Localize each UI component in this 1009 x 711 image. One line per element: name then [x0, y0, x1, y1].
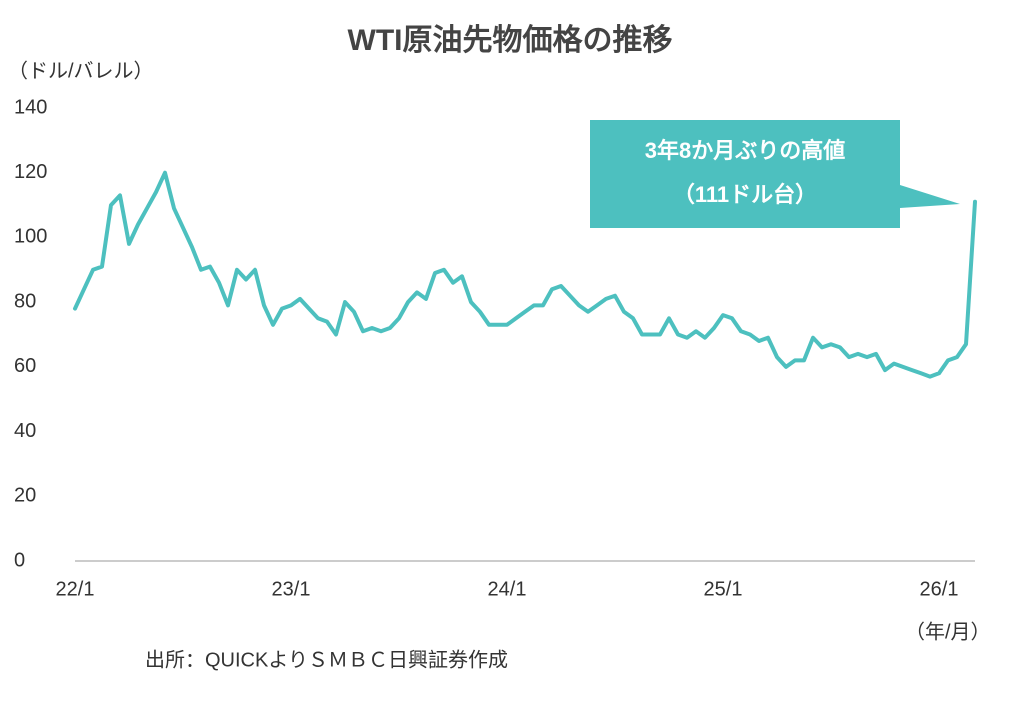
y-tick-label: 100 — [14, 226, 47, 248]
y-axis-label: （ドル/バレル） — [8, 59, 154, 82]
x-tick-label: 24/1 — [488, 578, 527, 600]
x-tick-label: 23/1 — [272, 578, 311, 600]
price-line — [73, 170, 977, 379]
y-tick-label: 40 — [14, 420, 36, 442]
x-tick-label: 22/1 — [56, 578, 95, 600]
x-tick-label: 25/1 — [704, 578, 743, 600]
y-tick-label: 140 — [14, 96, 47, 118]
source: 出所：QUICKよりＳＭＢＣ日興証券作成 — [145, 648, 508, 671]
x-axis-label: （年/月） — [905, 620, 991, 643]
y-tick-label: 120 — [14, 161, 47, 183]
y-tick-label: 60 — [14, 355, 36, 377]
annotation-text: 3年8か月ぶりの高値 — [645, 138, 845, 163]
y-tick-label: 20 — [14, 485, 36, 507]
chart-title: WTI原油先物価格の推移 — [348, 24, 673, 57]
y-tick-label: 0 — [14, 549, 25, 571]
y-tick-label: 80 — [14, 290, 36, 312]
annotation — [590, 120, 960, 228]
x-tick-label: 26/1 — [920, 578, 959, 600]
annotation-text: （111ドル台） — [673, 182, 817, 207]
annotation-box — [590, 120, 960, 228]
